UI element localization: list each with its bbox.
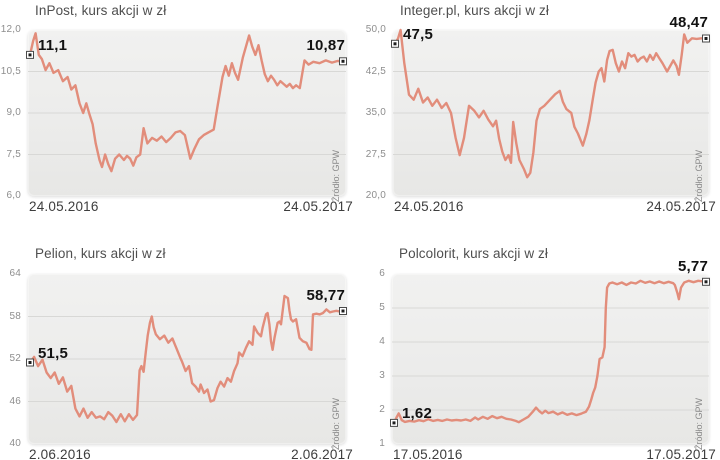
endpoint-marker-dot: [704, 37, 708, 40]
start-value-label: 1,62: [402, 404, 432, 422]
y-tick-label: 12,0: [0, 24, 21, 35]
y-tick-label: 10,5: [0, 65, 21, 77]
endpoint-marker-dot: [392, 421, 396, 425]
y-tick-label: 42,5: [365, 65, 386, 77]
plot-area: [26, 30, 347, 196]
y-tick-label: 20,0: [365, 190, 386, 201]
endpoint-marker-dot: [28, 53, 32, 57]
source-label: Źródło: GPW: [694, 397, 704, 450]
chart-polcolorit: Polcolorit, kurs akcji w zł 6 5 4 3 2 1 17.05…: [360, 230, 720, 460]
chart-inpost: InPost, kurs akcji w zł 12,0 10,5 9,0 7,5 6,…: [0, 0, 360, 230]
plot-area: [391, 28, 710, 196]
endpoint-marker-dot: [28, 361, 32, 364]
end-value-label: 48,47: [669, 14, 708, 32]
y-tick-label: 50,0: [365, 24, 386, 35]
price-line: [28, 32, 345, 173]
start-value-label: 51,5: [38, 344, 68, 362]
x-axis-start-date: 17.05.2016: [393, 447, 463, 460]
chart-title: Polcolorit, kurs akcji w zł: [399, 246, 548, 261]
source-label: Źródło: GPW: [331, 149, 341, 202]
y-tick-label: 7,5: [6, 148, 21, 160]
y-tick-label: 6,0: [6, 190, 21, 201]
plot-area: [26, 274, 347, 444]
y-tick-label: 2: [379, 404, 385, 415]
endpoint-marker-dot: [341, 309, 345, 313]
x-axis-end-date: 24.05.2017: [283, 199, 353, 214]
source-label: Źródło: GPW: [694, 149, 704, 202]
endpoint-marker-dot: [393, 42, 397, 46]
y-tick-label: 6: [379, 268, 385, 279]
x-axis-start-date: 2.06.2016: [29, 447, 91, 460]
y-tick-label: 27,5: [365, 148, 386, 160]
price-line: [393, 28, 708, 179]
y-tick-label: 4: [379, 336, 385, 347]
price-line: [28, 294, 345, 424]
y-tick-label: 64: [9, 268, 21, 279]
start-value-label: 11,1: [38, 36, 68, 54]
x-axis-end-date: 17.05.2017: [646, 447, 716, 460]
chart-title: Integer.pl, kurs akcji w zł: [400, 3, 550, 18]
endpoint-marker-dot: [341, 59, 345, 63]
plot-area: [390, 274, 710, 444]
y-tick-label: 1: [379, 438, 385, 449]
chart-integer: Integer.pl, kurs akcji w zł 50,0 42,5 35,0…: [360, 0, 720, 230]
end-value-label: 58,77: [306, 287, 345, 305]
end-value-label: 10,87: [306, 37, 345, 55]
y-tick-label: 35,0: [365, 107, 386, 118]
price-line: [392, 279, 708, 425]
x-axis-start-date: 24.05.2016: [394, 199, 464, 214]
chart-pelion: Pelion, kurs akcji w zł 64 58 52 46 40 2.06.…: [0, 230, 360, 460]
y-tick-label: 46: [9, 395, 21, 407]
y-tick-label: 9,0: [6, 107, 21, 118]
x-axis-end-date: 24.05.2017: [646, 199, 716, 214]
end-value-label: 5,77: [678, 257, 708, 275]
x-axis-start-date: 24.05.2016: [29, 199, 99, 214]
y-tick-label: 58: [9, 310, 21, 322]
source-label: Źródło: GPW: [331, 397, 341, 450]
y-tick-label: 52: [9, 353, 21, 364]
y-tick-label: 5: [379, 302, 385, 313]
endpoint-marker-dot: [704, 280, 708, 284]
chart-title: InPost, kurs akcji w zł: [35, 3, 167, 18]
y-tick-label: 40: [9, 438, 21, 449]
y-tick-label: 3: [379, 370, 385, 381]
x-axis-end-date: 2.06.2017: [291, 447, 353, 460]
chart-title: Pelion, kurs akcji w zł: [35, 246, 166, 261]
start-value-label: 47,5: [403, 25, 433, 43]
